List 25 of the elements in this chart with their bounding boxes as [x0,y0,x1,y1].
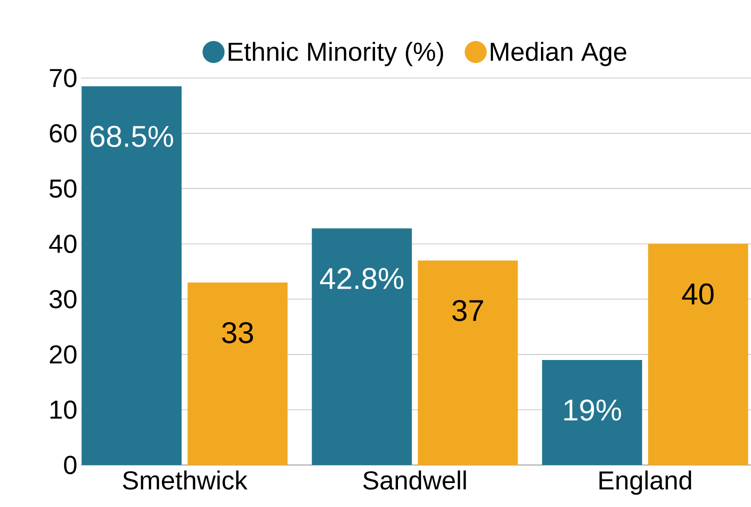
x-tick-label: Sandwell [363,470,466,490]
y-tick-label: 10 [50,400,76,419]
y-tick-label: 30 [50,290,76,308]
legend-label: Median Age [490,42,626,66]
y-tick-label: 70 [50,68,76,88]
y-tick-label: 40 [49,234,76,254]
x-tick-label: Smethwick [122,470,248,490]
y-tick-label: 50 [50,179,76,198]
bar [312,228,412,465]
legend-label: Ethnic Minority (%) [228,42,444,66]
y-tick-label: 20 [50,345,76,364]
bar [82,86,182,465]
y-tick-label: 0 [64,456,76,474]
data-label: 40 [682,283,714,305]
bar [418,260,518,465]
bar [188,282,288,465]
data-label: 42.8% [320,268,404,290]
bar [648,244,748,465]
data-label: 19% [564,399,622,421]
bar [542,360,642,465]
data-label: 37 [452,300,484,322]
y-tick-label: 60 [50,124,76,142]
data-label: 68.5% [90,126,174,148]
x-tick-label: England [600,470,692,495]
data-label: 33 [222,322,253,344]
